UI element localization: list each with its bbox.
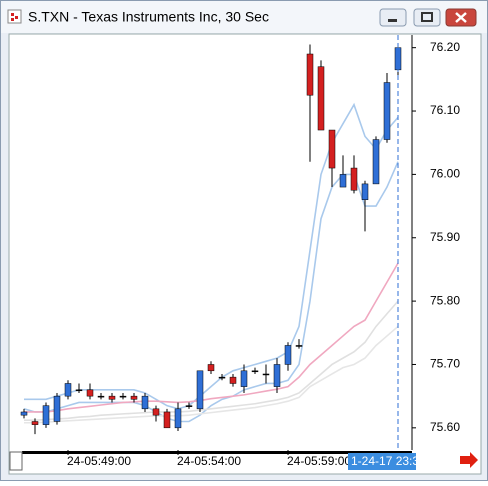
candle-body (31, 421, 39, 425)
candle-body (185, 405, 193, 407)
candle-body (339, 174, 347, 188)
indicator-line (24, 325, 399, 424)
scroll-box[interactable] (9, 451, 23, 471)
candle-body (207, 364, 215, 372)
candle-body (251, 370, 259, 373)
candle-body (75, 389, 83, 392)
candle-body (372, 139, 380, 185)
candle-body (240, 370, 248, 387)
candle-body (328, 129, 336, 169)
y-tick-label: 75.70 (430, 357, 460, 371)
x-tick-label: 24-05:54:00 (177, 454, 241, 468)
y-tick-label: 76.20 (430, 40, 460, 54)
candle-body (383, 82, 391, 140)
window-title: S.TXN - Texas Instruments Inc, 30 Sec (28, 9, 269, 25)
candle-body (152, 408, 160, 416)
candle-body (361, 183, 369, 200)
app-icon (7, 9, 22, 24)
candle-body (42, 405, 50, 425)
candle-body (20, 411, 28, 416)
candle-body (64, 383, 72, 397)
candle-body (306, 53, 314, 96)
maximize-button[interactable] (413, 8, 441, 27)
candle-body (86, 389, 94, 397)
candle-body (196, 370, 204, 410)
candle-body (174, 408, 182, 429)
candle-body (262, 373, 270, 376)
y-tick-label: 75.90 (430, 230, 460, 244)
candle-body (350, 167, 358, 191)
candle-body (130, 395, 138, 400)
minimize-button[interactable] (379, 8, 407, 27)
cursor-label: 1-24-17 23:34:00 (351, 454, 443, 468)
candle-body (108, 395, 116, 400)
candle-body (284, 345, 292, 365)
candle-body (163, 411, 171, 429)
scroll-right-arrow[interactable] (460, 452, 478, 468)
y-tick-label: 75.60 (430, 420, 460, 434)
candle-body (53, 395, 61, 422)
indicator-line (23, 161, 399, 423)
y-tick-label: 76.10 (430, 103, 460, 117)
indicator-line (24, 102, 399, 410)
time-axis-bar (22, 451, 412, 454)
chart-panel (8, 33, 482, 475)
candle-body (229, 376, 237, 384)
plot-area: 75.60 75.70 75.80 75.90 76.00 76.10 76.20 24-05… (20, 35, 460, 470)
candle-body (141, 395, 149, 410)
candle-body (317, 66, 325, 131)
indicator-line (24, 300, 399, 422)
candle-body (295, 345, 303, 347)
candle-body (97, 395, 105, 398)
cursor-label-box (348, 453, 416, 470)
candle-body (218, 376, 226, 379)
candle-body (273, 364, 281, 387)
indicator-line (24, 262, 399, 413)
candle-body (119, 395, 127, 398)
candle-body (394, 47, 402, 71)
close-button[interactable] (445, 8, 477, 27)
x-tick-label: 24-05:59:00 (287, 454, 351, 468)
y-tick-label: 75.80 (430, 293, 460, 307)
x-tick-label: 24-05:49:00 (67, 454, 131, 468)
y-tick-label: 76.00 (430, 167, 460, 181)
